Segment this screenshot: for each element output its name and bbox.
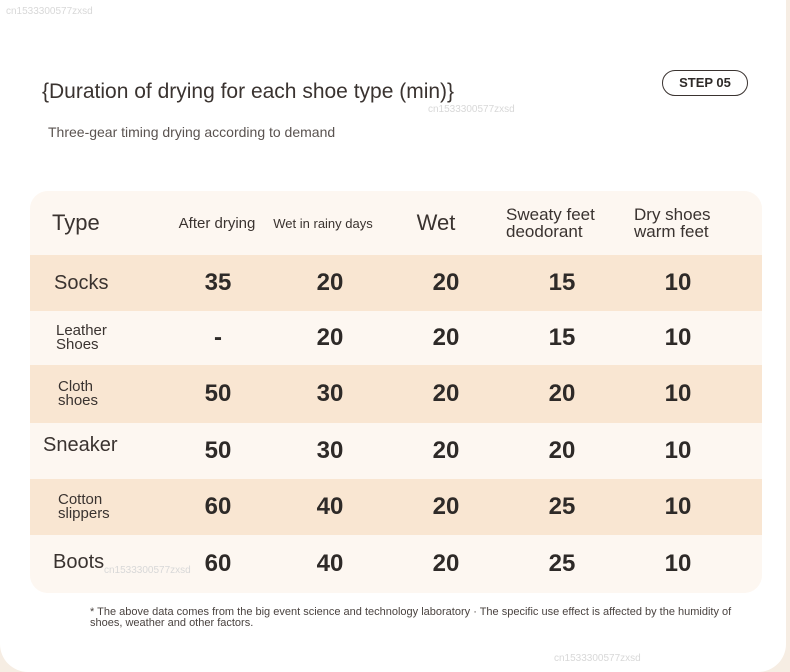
row-value: 10: [664, 550, 692, 577]
row-value: 20: [432, 437, 460, 464]
row-value: 10: [664, 269, 692, 296]
table-row: Boots 60 40 20 25 10: [30, 535, 762, 593]
table-row: Leather Shoes - 20 20 15 10: [30, 311, 762, 365]
row-value: 20: [548, 437, 576, 464]
row-value: 20: [316, 324, 344, 351]
row-value: 15: [548, 269, 576, 296]
page-title: {Duration of drying for each shoe type (…: [42, 80, 455, 103]
row-value: 20: [432, 493, 460, 520]
row-value: 20: [548, 380, 576, 407]
row-value: 50: [204, 380, 232, 407]
row-value: 15: [548, 324, 576, 351]
row-value: 35: [204, 269, 232, 296]
row-value: 20: [316, 269, 344, 296]
table-header-row: Type After drying Wet in rainy days Wet …: [30, 191, 762, 255]
row-value: 10: [664, 324, 692, 351]
table-row: Cotton slippers 60 40 20 25 10: [30, 479, 762, 535]
row-value: 30: [316, 380, 344, 407]
row-type-label: Leather Shoes: [56, 322, 107, 353]
row-value: 50: [204, 437, 232, 464]
row-value: 20: [432, 324, 460, 351]
header-type: Type: [52, 210, 100, 235]
row-type-label: Cotton slippers: [58, 491, 110, 522]
row-value: 10: [664, 380, 692, 407]
row-value: 40: [316, 493, 344, 520]
watermark-mid: cn1533300577zxsd: [428, 104, 515, 115]
row-type-label: Socks: [54, 271, 109, 294]
watermark-top: cn1533300577zxsd: [6, 6, 93, 17]
drying-duration-table: Type After drying Wet in rainy days Wet …: [30, 191, 762, 593]
footnote: * The above data comes from the big even…: [90, 606, 732, 629]
row-value: 25: [548, 550, 576, 577]
row-value: 20: [432, 380, 460, 407]
table-row: Cloth shoes 50 30 20 20 10: [30, 365, 762, 423]
header-dry-shoes: Dry shoes warm feet: [634, 205, 711, 241]
row-value: 30: [316, 437, 344, 464]
watermark-boots: cn1533300577zxsd: [104, 565, 191, 576]
page-subtitle: Three-gear timing drying according to de…: [48, 124, 336, 140]
row-value: 25: [548, 493, 576, 520]
row-value: 60: [204, 493, 232, 520]
table-row: Socks 35 20 20 15 10: [30, 255, 762, 311]
row-value: 10: [664, 493, 692, 520]
row-value: 10: [664, 437, 692, 464]
row-value: 40: [316, 550, 344, 577]
row-value: 20: [432, 269, 460, 296]
row-value: 20: [432, 550, 460, 577]
header-wet-rainy-days: Wet in rainy days: [273, 215, 373, 231]
row-type-label: Sneaker: [43, 433, 118, 456]
row-value: 60: [204, 550, 232, 577]
header-sweaty-feet: Sweaty feet deodorant: [506, 205, 595, 241]
row-type-label: Cloth shoes: [58, 378, 99, 409]
row-value: -: [214, 324, 222, 351]
step-badge: STEP 05: [662, 70, 748, 96]
row-type-label: Boots: [53, 550, 105, 573]
header-wet: Wet: [416, 210, 456, 235]
table-row: Sneaker 50 30 20 20 10: [30, 423, 762, 479]
watermark-bottom: cn1533300577zxsd: [554, 653, 641, 664]
header-after-drying: After drying: [178, 214, 256, 232]
